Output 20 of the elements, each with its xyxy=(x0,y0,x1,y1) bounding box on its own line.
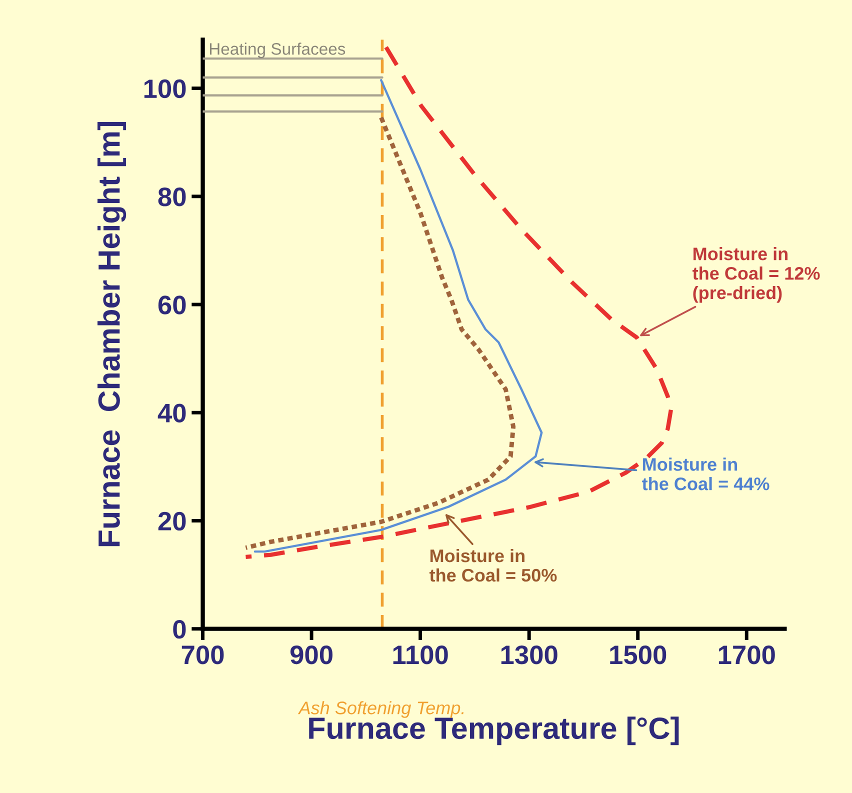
annotation: Moisture in the Coal = 44% xyxy=(642,458,770,490)
annotation: Moisture in the Coal = 50% xyxy=(429,548,557,582)
line-series xyxy=(244,115,516,550)
y-tick-label: 80 xyxy=(158,188,186,206)
y-tick-label: 20 xyxy=(158,512,186,531)
x-tick-label: 900 xyxy=(290,646,332,664)
y-axis-title: Furnace Chamber Height [m] xyxy=(97,122,126,546)
ref-line-label: Ash Softening Temp. xyxy=(298,701,464,718)
y-tick-label: 0 xyxy=(173,620,186,639)
y-tick-label: 100 xyxy=(144,79,186,98)
x-tick-label: 1300 xyxy=(501,646,558,664)
annotation: Moisture in the Coal = 12% (pre-dried) xyxy=(692,247,820,303)
x-axis-title: Furnace Temperature [°C] xyxy=(309,716,679,746)
y-tick-label: 60 xyxy=(158,296,186,314)
x-tick-label: 1100 xyxy=(393,646,448,664)
x-tick-label: 1700 xyxy=(718,646,775,664)
x-tick-label: 1500 xyxy=(610,646,666,664)
x-tick-label: 700 xyxy=(182,646,224,664)
y-tick-label: 40 xyxy=(158,404,186,422)
annotation: Heating Surfacees xyxy=(210,42,346,58)
